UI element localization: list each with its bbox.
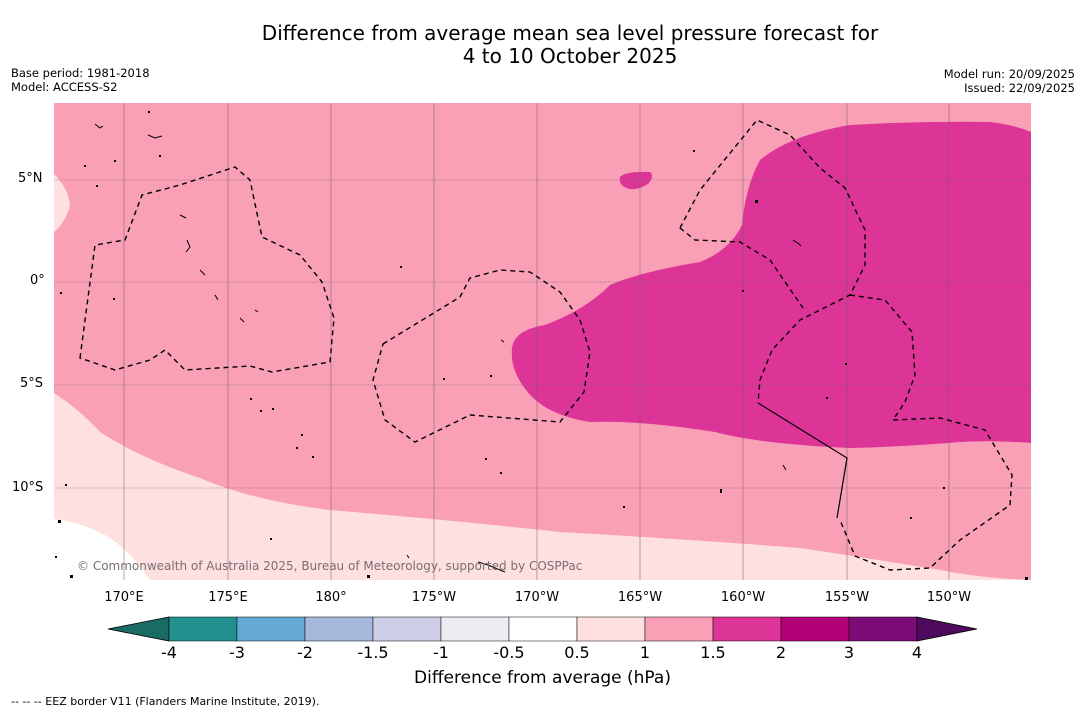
lon-label-160w: 160°W: [720, 590, 766, 605]
eez-line-islands-south: [839, 294, 1013, 571]
graticule: [54, 103, 1031, 580]
lon-label-155w: 155°W: [824, 590, 870, 605]
colorbar-segment-6: [576, 616, 646, 642]
meta-right: Model run: 20/09/2025 Issued: 22/09/2025: [944, 67, 1075, 95]
colorbar-segment-9: [780, 616, 850, 642]
lon-label-175w: 175°W: [411, 590, 457, 605]
colorbar-segment-4: [440, 616, 510, 642]
colorbar-segment-8: [712, 616, 782, 642]
eez-tuvalu-kiribati-west: [79, 166, 335, 373]
colorbar-tick-3: -1.5: [357, 643, 389, 662]
colorbar-tick-2: -2: [297, 643, 313, 662]
near-average-west: [54, 174, 70, 232]
colorbar-max-extension: [916, 616, 978, 642]
colorbar-tick-4: -1: [433, 643, 449, 662]
colorbar-tick-6: 0.5: [564, 643, 590, 662]
colorbar-tick-7: 1: [639, 643, 651, 662]
colorbar-tick-1: -3: [229, 643, 245, 662]
colorbar-min-extension: [107, 616, 170, 642]
issued-date: Issued: 22/09/2025: [964, 81, 1075, 95]
copyright-notice: © Commonwealth of Australia 2025, Bureau…: [77, 559, 583, 573]
eez-connector: [679, 227, 804, 309]
eez-line-islands-north: [679, 119, 866, 404]
lon-label-180: 180°: [315, 590, 347, 605]
near-average-south: [54, 393, 1031, 580]
eez-footnote: -- -- -- EEZ border V11 (Flanders Marine…: [11, 695, 320, 708]
eez-tokelau: [372, 269, 591, 443]
colorbar-title: Difference from average (hPa): [414, 668, 671, 688]
colorbar-segment-10: [848, 616, 918, 642]
lat-label-0: 0°: [30, 273, 45, 288]
eez-solid-boundary: [757, 402, 848, 519]
map-title-line1: Difference from average mean sea level p…: [261, 21, 879, 45]
map-title: Difference from average mean sea level p…: [0, 22, 1085, 68]
colorbar-segment-5: [508, 616, 578, 642]
colorbar-tick-8: 1.5: [700, 643, 726, 662]
colorbar-tick-10: 3: [843, 643, 855, 662]
colorbar-tick-0: -4: [161, 643, 177, 662]
band-1.5-2-blob: [619, 171, 653, 190]
colorbar-tick-9: 2: [775, 643, 787, 662]
colorbar-segment-1: [236, 616, 306, 642]
colorbar-segment-2: [304, 616, 374, 642]
model-name: Model: ACCESS-S2: [11, 80, 118, 94]
colorbar-segment-3: [372, 616, 442, 642]
lon-label-150w: 150°W: [926, 590, 972, 605]
lon-label-170e: 170°E: [104, 590, 144, 605]
lon-label-165w: 165°W: [617, 590, 663, 605]
island-dots: [55, 111, 1028, 580]
islands: [94, 123, 802, 573]
map-title-line2: 4 to 10 October 2025: [462, 44, 678, 68]
eez-borders: [79, 119, 1013, 571]
meta-left: Base period: 1981-2018 Model: ACCESS-S2: [11, 66, 150, 94]
lon-label-175e: 175°E: [208, 590, 248, 605]
colorbar-tick-5: -0.5: [493, 643, 525, 662]
model-run: Model run: 20/09/2025: [943, 67, 1075, 81]
colorbar-segment-0: [168, 616, 238, 642]
colorbar-segment-7: [644, 616, 714, 642]
lat-label-5s: 5°S: [20, 376, 44, 391]
lat-label-5n: 5°N: [18, 171, 43, 186]
near-average-southwest-white: [54, 519, 150, 580]
lat-label-10s: 10°S: [12, 480, 44, 495]
band-1.5-2-main: [511, 121, 1031, 449]
base-period: Base period: 1981-2018: [11, 66, 150, 80]
lon-label-170w: 170°W: [514, 590, 560, 605]
colorbar-tick-11: 4: [911, 643, 923, 662]
